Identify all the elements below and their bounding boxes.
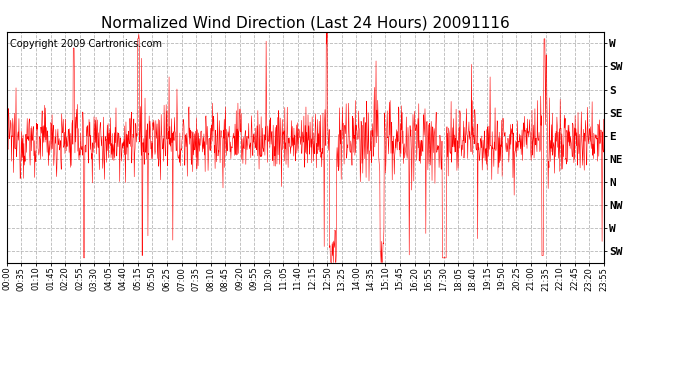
Title: Normalized Wind Direction (Last 24 Hours) 20091116: Normalized Wind Direction (Last 24 Hours… [101, 16, 510, 31]
Text: Copyright 2009 Cartronics.com: Copyright 2009 Cartronics.com [10, 39, 162, 49]
